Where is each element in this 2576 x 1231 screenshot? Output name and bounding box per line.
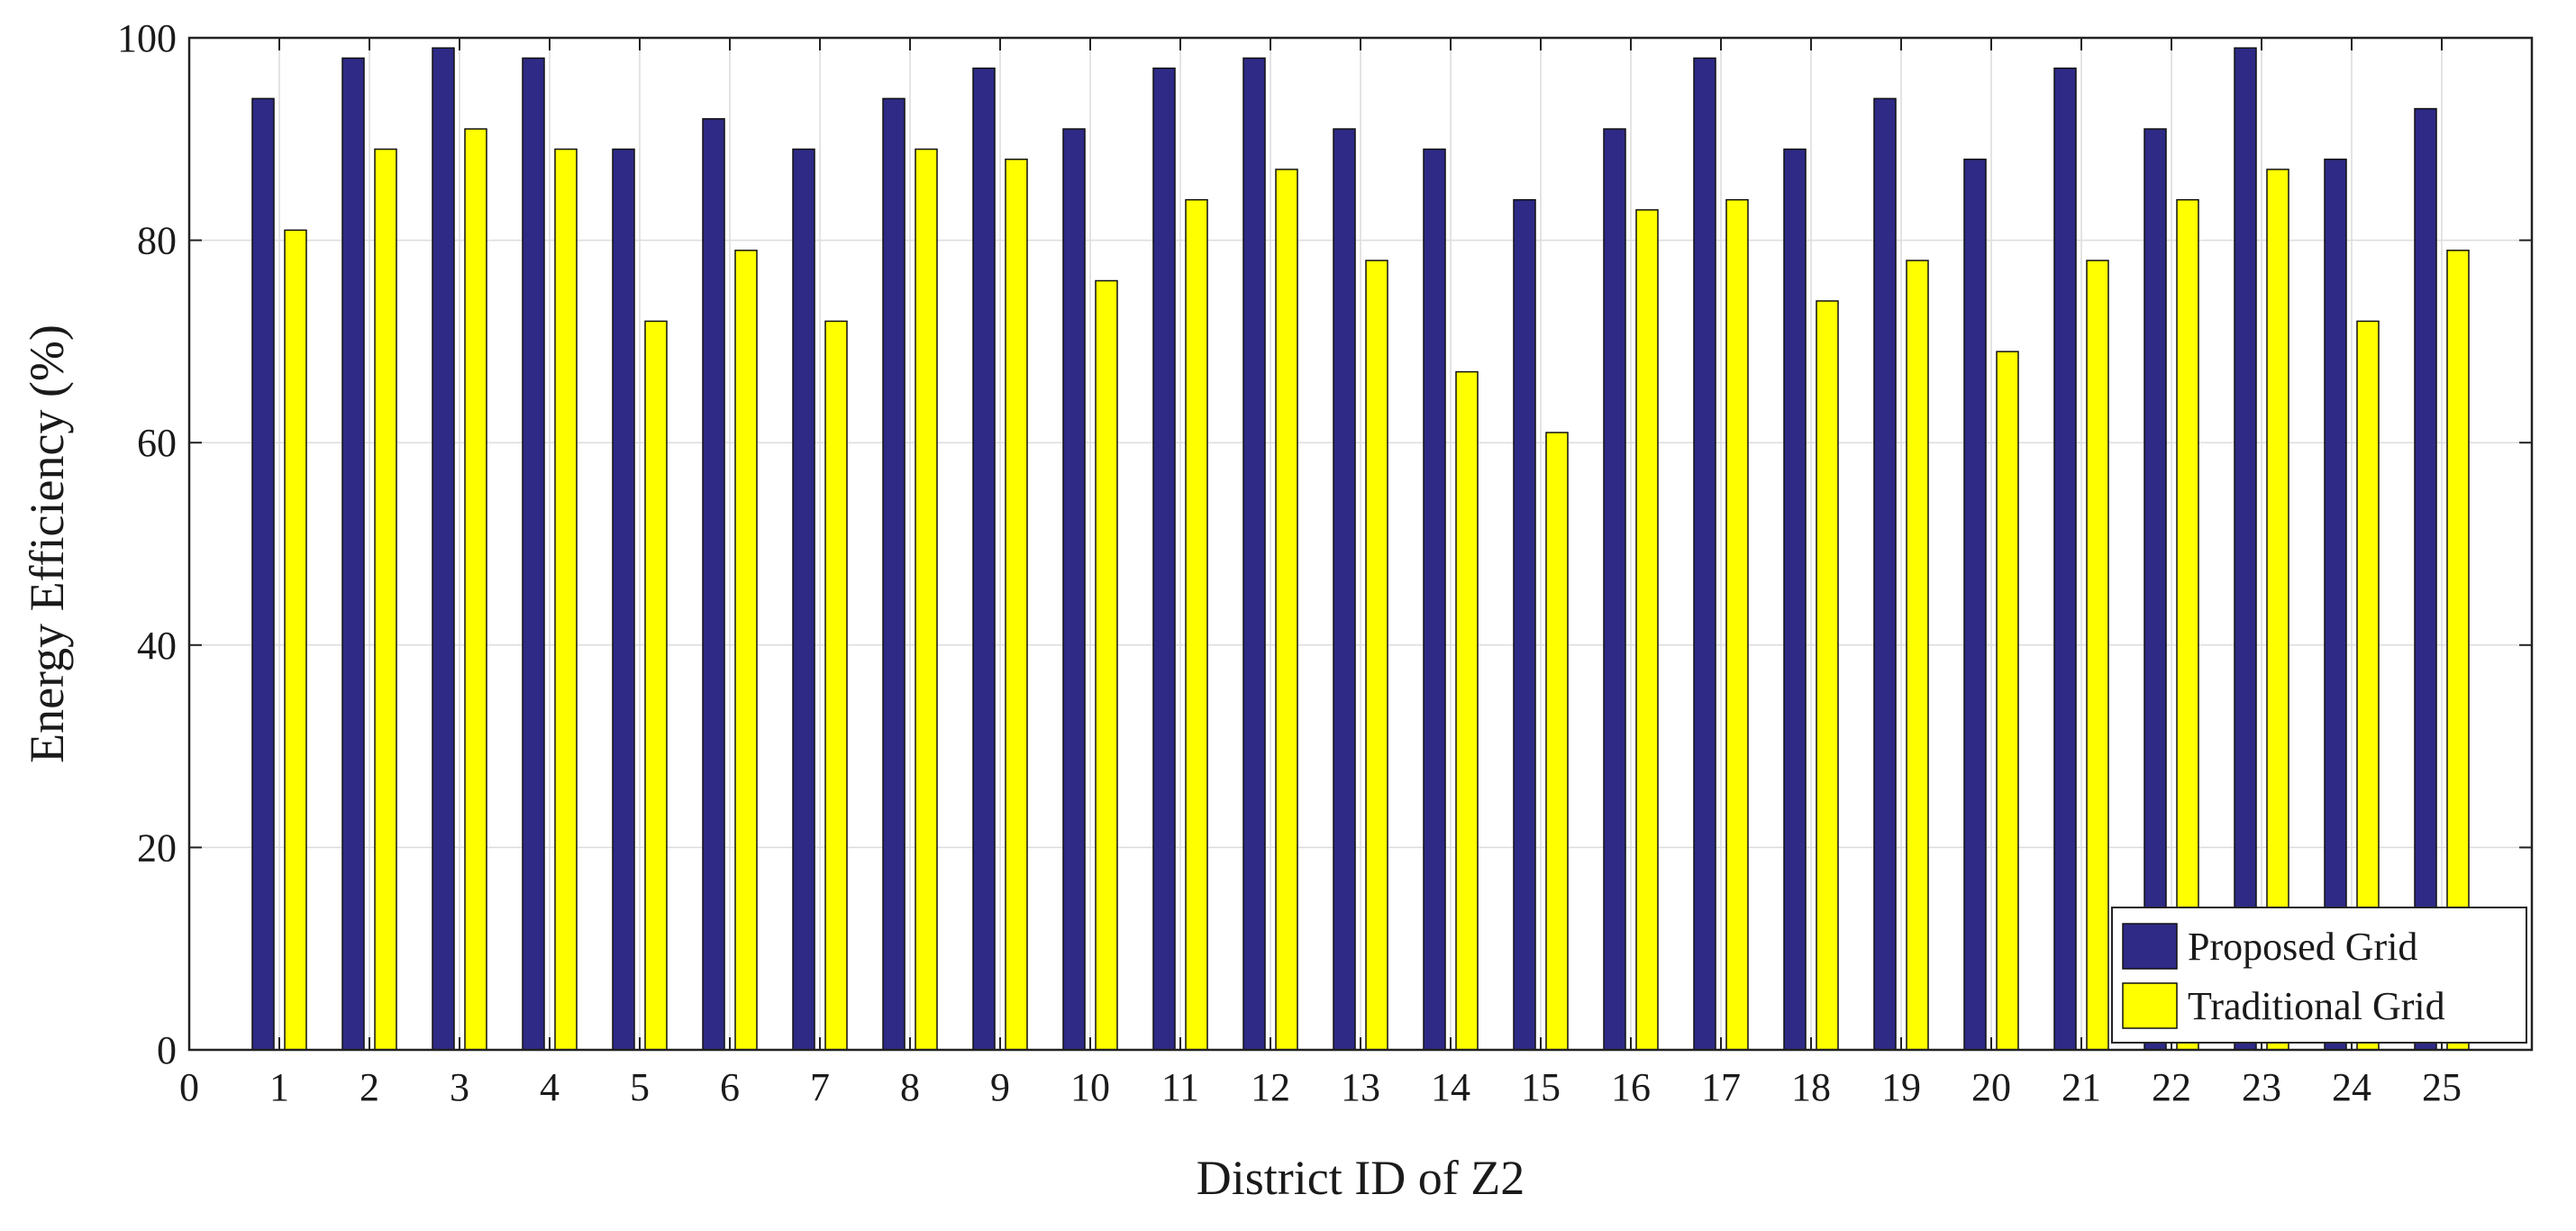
x-tick-label: 23 [2242,1065,2281,1109]
x-tick-label: 15 [1521,1065,1561,1109]
x-tick-label: 9 [990,1065,1010,1109]
bar-proposed-3 [432,47,455,1051]
bar-proposed-24 [2324,159,2347,1051]
bar-proposed-14 [1423,148,1446,1051]
y-tick-label: 40 [137,624,177,668]
x-tick-label: 17 [1701,1065,1741,1109]
bar-traditional-11 [1185,198,1208,1051]
bars [251,47,2470,1051]
x-tick-label: 11 [1161,1065,1199,1109]
bar-traditional-16 [1635,209,1659,1051]
bar-proposed-18 [1783,148,1807,1051]
legend-swatch [2122,923,2178,970]
bar-traditional-2 [374,148,397,1051]
bar-proposed-4 [522,57,545,1051]
bar-traditional-12 [1275,169,1298,1051]
bar-traditional-3 [464,128,487,1051]
x-tick-label: 8 [900,1065,920,1109]
bar-proposed-12 [1242,57,1266,1051]
x-tick-label: 16 [1611,1065,1651,1109]
bar-proposed-19 [1873,97,1897,1051]
y-tick-label: 0 [157,1028,177,1072]
bar-traditional-15 [1545,432,1569,1051]
bar-traditional-10 [1095,279,1118,1051]
y-tick-label: 100 [117,16,177,60]
x-tick-label: 7 [810,1065,830,1109]
x-tick-label: 13 [1341,1065,1380,1109]
legend: Proposed Grid Traditional Grid [2111,907,2527,1044]
bar-proposed-13 [1333,128,1356,1051]
bar-traditional-5 [644,320,668,1051]
bar-traditional-8 [915,148,938,1051]
x-tick-label: 5 [630,1065,650,1109]
bar-proposed-5 [612,148,635,1051]
x-tick-label: 18 [1791,1065,1831,1109]
y-tick-label: 60 [137,421,177,465]
legend-label: Traditional Grid [2188,984,2445,1028]
bar-traditional-14 [1455,370,1479,1051]
bar-traditional-20 [1996,351,2019,1051]
bar-proposed-10 [1062,128,1086,1051]
bar-traditional-21 [2086,260,2109,1051]
bar-traditional-17 [1725,198,1749,1051]
x-tick-label: 22 [2152,1065,2191,1109]
bar-proposed-21 [2053,67,2077,1051]
x-tick-label: 20 [1971,1065,2011,1109]
bar-traditional-7 [824,320,848,1051]
x-tick-label: 14 [1431,1065,1470,1109]
x-tick-label: 4 [540,1065,560,1109]
x-tick-label: 1 [269,1065,289,1109]
bar-proposed-2 [341,57,365,1051]
bar-traditional-9 [1005,159,1028,1051]
bar-traditional-6 [734,250,758,1051]
bar-traditional-18 [1816,300,1839,1051]
bar-proposed-15 [1513,198,1536,1051]
x-tick-label: 0 [179,1065,199,1109]
x-tick-label: 6 [720,1065,740,1109]
y-axis-title: Energy Efficiency (%) [20,324,74,763]
bar-proposed-22 [2144,128,2167,1051]
bar-proposed-8 [882,97,906,1051]
x-tick-label: 19 [1881,1065,1921,1109]
bar-traditional-1 [284,229,307,1051]
bar-proposed-11 [1152,67,1176,1051]
bar-traditional-13 [1365,260,1388,1051]
legend-label: Proposed Grid [2188,925,2417,969]
bar-proposed-1 [251,97,275,1051]
legend-box [2111,907,2527,1044]
x-tick-label: 25 [2422,1065,2462,1109]
bar-proposed-17 [1693,57,1716,1051]
bar-proposed-16 [1603,128,1626,1051]
bar-proposed-9 [972,67,996,1051]
x-tick-label: 3 [450,1065,469,1109]
x-axis-title: District ID of Z2 [1197,1151,1525,1205]
x-tick-label: 24 [2332,1065,2371,1109]
x-tick-label: 12 [1251,1065,1290,1109]
bar-proposed-6 [702,118,725,1051]
y-tick-label: 20 [137,825,177,870]
x-tick-label: 10 [1070,1065,1110,1109]
x-tick-label: 21 [2062,1065,2101,1109]
bar-traditional-23 [2266,169,2289,1051]
y-tick-label: 80 [137,219,177,263]
bar-traditional-4 [554,148,578,1051]
grid-lines [189,38,2532,1050]
legend-swatch [2122,982,2178,1029]
bar-proposed-20 [1963,159,1987,1051]
bar-traditional-19 [1906,260,1929,1051]
bar-proposed-23 [2234,47,2257,1051]
x-tick-label: 2 [360,1065,379,1109]
bar-proposed-7 [792,148,815,1051]
